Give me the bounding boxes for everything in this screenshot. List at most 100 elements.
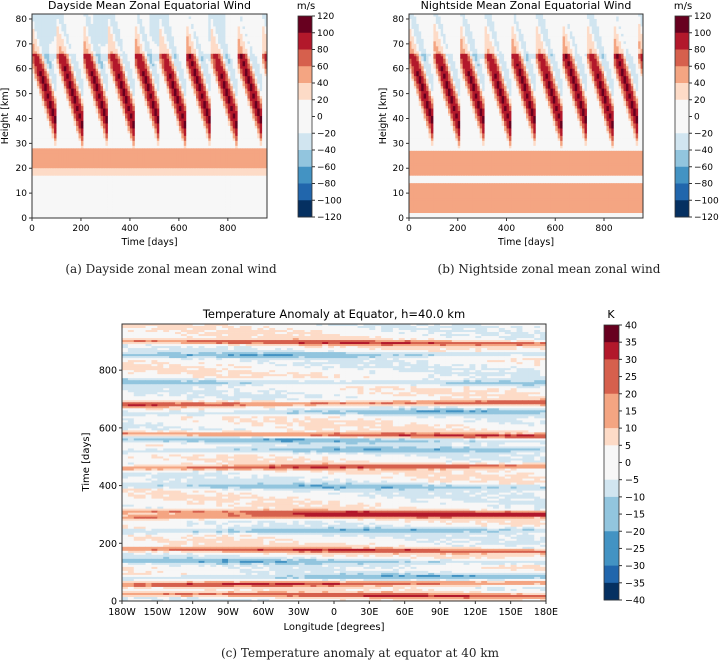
- heatmap-cell: [91, 56, 94, 59]
- heatmap-cell: [154, 81, 157, 84]
- heatmap-cell: [198, 29, 201, 32]
- heatmap-cell: [86, 99, 89, 102]
- heatmap-cell: [172, 121, 175, 124]
- heatmap-cell: [113, 118, 116, 121]
- heatmap-cell: [74, 81, 77, 84]
- heatmap-cell: [118, 69, 121, 72]
- heatmap-cell: [142, 138, 145, 141]
- heatmap-cell: [213, 69, 216, 72]
- heatmap-cell: [125, 96, 128, 99]
- heatmap-cell: [147, 104, 150, 107]
- heatmap-cell: [172, 131, 175, 134]
- heatmap-cell: [115, 81, 118, 84]
- heatmap-cell: [172, 19, 175, 22]
- heatmap-cell: [169, 19, 172, 22]
- heatmap-cell: [83, 128, 86, 131]
- heatmap-cell: [105, 16, 108, 19]
- heatmap-cell: [152, 123, 155, 126]
- heatmap-cell: [194, 46, 197, 49]
- heatmap-cell: [47, 79, 50, 82]
- heatmap-cell: [257, 29, 260, 32]
- heatmap-cell: [154, 76, 157, 79]
- heatmap-cell: [220, 29, 223, 32]
- heatmap-cell: [201, 31, 204, 34]
- heatmap-cell: [203, 138, 206, 141]
- heatmap-cell: [88, 133, 91, 136]
- heatmap-cell: [176, 49, 179, 52]
- heatmap-cell: [174, 131, 177, 134]
- heatmap-cell: [184, 16, 187, 19]
- heatmap-cell: [159, 91, 162, 94]
- heatmap-cell: [230, 79, 233, 82]
- heatmap-cell: [240, 106, 243, 109]
- heatmap-cell: [59, 138, 62, 141]
- heatmap-cell: [225, 126, 228, 129]
- heatmap-cell: [49, 128, 52, 131]
- heatmap-cell: [96, 29, 99, 32]
- heatmap-cell: [176, 94, 179, 97]
- heatmap-cell: [108, 44, 111, 47]
- heatmap-cell: [64, 76, 67, 79]
- heatmap-cell: [208, 24, 211, 27]
- heatmap-cell: [213, 71, 216, 74]
- heatmap-cell: [150, 121, 153, 124]
- heatmap-cell: [118, 46, 121, 49]
- heatmap-cell: [186, 96, 189, 99]
- heatmap-cell: [108, 29, 111, 32]
- heatmap-cell: [145, 118, 148, 121]
- heatmap-cell: [262, 81, 265, 84]
- heatmap-cell: [201, 96, 204, 99]
- heatmap-cell: [127, 16, 130, 19]
- heatmap-cell: [162, 99, 165, 102]
- heatmap-cell: [49, 94, 52, 97]
- heatmap-cell: [184, 114, 187, 117]
- heatmap-cell: [206, 59, 209, 62]
- heatmap-cell: [218, 79, 221, 82]
- heatmap-cell: [213, 64, 216, 67]
- heatmap-cell: [162, 24, 165, 27]
- heatmap-cell: [225, 49, 228, 52]
- heatmap-cell: [235, 51, 238, 54]
- heatmap-cell: [220, 76, 223, 79]
- heatmap-cell: [189, 41, 192, 44]
- heatmap-cell: [56, 109, 59, 112]
- heatmap-cell: [108, 74, 111, 77]
- heatmap-cell: [91, 41, 94, 44]
- heatmap-cell: [115, 54, 118, 57]
- heatmap-cell: [101, 24, 104, 27]
- heatmap-cell: [49, 111, 52, 114]
- heatmap-cell: [213, 81, 216, 84]
- heatmap-cell: [135, 96, 138, 99]
- heatmap-cell: [262, 114, 265, 117]
- heatmap-cell: [34, 49, 37, 52]
- heatmap-cell: [147, 34, 150, 37]
- heatmap-cell: [260, 26, 263, 29]
- heatmap-cell: [198, 56, 201, 59]
- heatmap-cell: [56, 46, 59, 49]
- heatmap-cell: [39, 106, 42, 109]
- heatmap-cell: [145, 99, 148, 102]
- heatmap-cell: [198, 106, 201, 109]
- heatmap-cell: [54, 126, 57, 129]
- heatmap-cell: [79, 126, 82, 129]
- heatmap-cell: [108, 66, 111, 69]
- heatmap-cell: [223, 49, 226, 52]
- heatmap-cell: [225, 128, 228, 131]
- heatmap-cell: [225, 109, 228, 112]
- heatmap-cell: [123, 131, 126, 134]
- heatmap-cell: [220, 116, 223, 119]
- heatmap-cell: [181, 59, 184, 62]
- heatmap-cell: [137, 29, 140, 32]
- heatmap-cell: [240, 126, 243, 129]
- heatmap-cell: [115, 126, 118, 129]
- heatmap-cell: [86, 61, 89, 64]
- heatmap-cell: [208, 61, 211, 64]
- heatmap-cell: [228, 109, 231, 112]
- heatmap-cell: [225, 29, 228, 32]
- heatmap-cell: [115, 74, 118, 77]
- heatmap-cell: [71, 64, 74, 67]
- heatmap-cell: [59, 59, 62, 62]
- heatmap-cell: [154, 133, 157, 136]
- heatmap-cell: [208, 79, 211, 82]
- heatmap-cell: [252, 39, 255, 42]
